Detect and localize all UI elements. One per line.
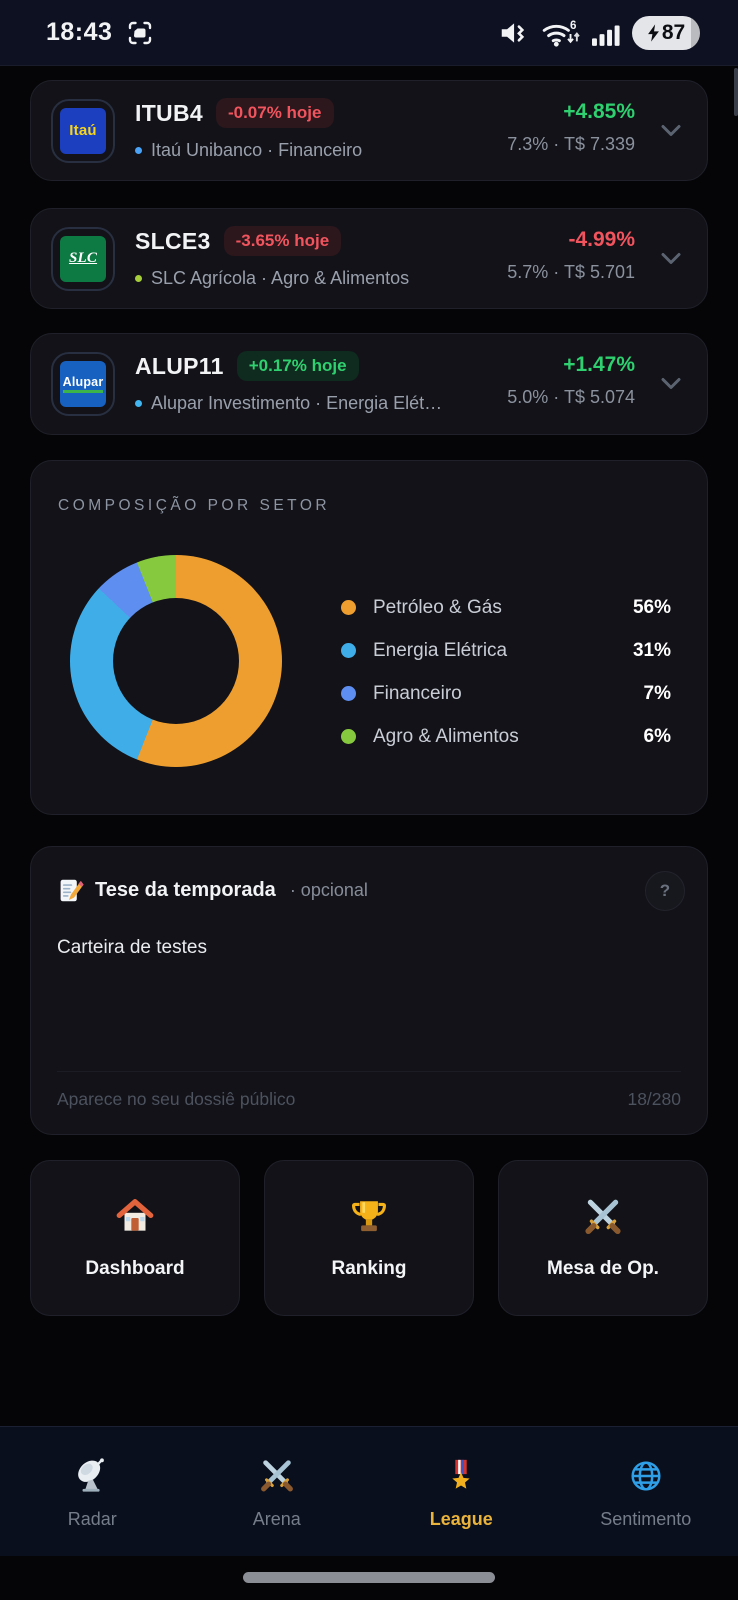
company-sector: Itaú Unibanco · Financeiro <box>151 140 363 160</box>
quick-actions: Dashboard Ranking <box>30 1160 708 1316</box>
position-change: +4.85% <box>563 100 635 123</box>
screen-capture-icon <box>129 21 152 44</box>
signal-bars-icon <box>592 24 620 46</box>
legend-value: 56% <box>632 596 671 618</box>
nav-label: Radar <box>67 1509 117 1529</box>
logo-text: Itaú <box>69 122 97 139</box>
thesis-footer-note: Aparece no seu dossiê público <box>57 1089 296 1109</box>
legend-value: 7% <box>643 682 671 704</box>
dashboard-button[interactable]: Dashboard <box>30 1160 240 1316</box>
bottom-navigation: Radar Arena League <box>0 1426 738 1556</box>
divider <box>57 1071 681 1072</box>
legend-value: 31% <box>632 639 671 661</box>
ticker-logo-frame: Alupar <box>51 352 115 416</box>
action-label: Ranking <box>331 1258 407 1279</box>
gesture-handle[interactable] <box>243 1572 495 1583</box>
mute-vibrate-icon <box>501 22 525 43</box>
thesis-title: Tese da temporada <box>95 879 276 901</box>
battery-indicator: 87 <box>632 15 700 50</box>
legend-label: Agro & Alimentos <box>373 725 519 747</box>
legend-dot <box>341 729 356 744</box>
chart-legend: Petróleo & Gás 56% Energia Elétrica 31% … <box>341 586 671 758</box>
legend-dot <box>341 600 356 615</box>
ticker-logo: SLC <box>60 235 106 282</box>
nav-label: League <box>429 1509 493 1529</box>
satellite-dish-icon <box>78 1458 105 1492</box>
ticker-symbol: SLCE3 <box>135 227 211 254</box>
position-card[interactable]: Alupar ALUP11 +0.17% hoje Alupar Investi… <box>30 333 708 435</box>
sector-bullet <box>135 275 142 282</box>
thesis-input[interactable]: Carteira de testes <box>57 937 207 958</box>
today-change-badge: -0.07% hoje <box>215 98 334 128</box>
nav-item-league[interactable]: League <box>369 1453 554 1530</box>
clock: 18:43 <box>46 18 113 46</box>
nav-item-arena[interactable]: Arena <box>185 1453 370 1530</box>
battery-percent: 87 <box>661 20 686 44</box>
section-title: COMPOSIÇÃO POR SETOR <box>58 497 331 514</box>
legend-label: Petróleo & Gás <box>373 596 502 618</box>
sector-bullet <box>135 400 142 407</box>
chevron-down-icon[interactable] <box>661 252 681 265</box>
today-change-badge: +0.17% hoje <box>236 351 359 381</box>
trophy-icon <box>351 1201 387 1232</box>
weight-and-price: 5.0% · T$ 5.074 <box>507 387 635 407</box>
logo-text: SLC <box>68 250 98 266</box>
legend-row: Energia Elétrica 31% <box>341 629 671 672</box>
nav-item-sentimento[interactable]: Sentimento <box>554 1453 738 1530</box>
position-change: -4.99% <box>568 228 635 251</box>
nav-label: Sentimento <box>600 1509 692 1529</box>
sector-bullet <box>135 147 142 154</box>
company-sector: Alupar Investimento · Energia Elét… <box>151 393 443 413</box>
ticker-logo-frame: SLC <box>51 226 115 291</box>
legend-dot <box>341 643 356 658</box>
position-card[interactable]: Itaú ITUB4 -0.07% hoje Itaú Unibanco · F… <box>30 80 708 181</box>
status-bar: 18:43 6 <box>0 0 738 66</box>
legend-row: Petróleo & Gás 56% <box>341 586 671 629</box>
legend-label: Energia Elétrica <box>373 639 508 661</box>
globe-icon <box>631 1461 661 1491</box>
ticker-logo: Itaú <box>60 107 106 154</box>
legend-value: 6% <box>643 725 671 747</box>
military-medal-icon <box>452 1459 470 1489</box>
legend-label: Financeiro <box>373 682 462 704</box>
optional-label: · opcional <box>289 880 368 900</box>
position-change: +1.47% <box>563 353 635 376</box>
memo-icon <box>60 879 84 902</box>
weight-and-price: 7.3% · T$ 7.339 <box>507 134 635 154</box>
nav-label: Arena <box>252 1509 301 1529</box>
chevron-down-icon[interactable] <box>661 378 681 391</box>
scrollbar-thumb[interactable] <box>734 68 738 116</box>
season-thesis-card: Tese da temporada · opcional ? Carteira … <box>30 846 708 1135</box>
legend-row: Agro & Alimentos 6% <box>341 715 671 758</box>
action-label: Mesa de Op. <box>547 1258 659 1279</box>
trading-desk-button[interactable]: Mesa de Op. <box>498 1160 708 1316</box>
logo-text: Alupar <box>62 375 104 393</box>
crossed-swords-icon <box>585 1199 621 1235</box>
today-change-badge: -3.65% hoje <box>223 226 342 256</box>
ticker-logo-frame: Itaú <box>51 98 115 163</box>
crossed-swords-icon <box>260 1460 293 1492</box>
weight-and-price: 5.7% · T$ 5.701 <box>507 262 635 282</box>
company-sector: SLC Agrícola · Agro & Alimentos <box>151 268 410 288</box>
svg-text:6: 6 <box>570 19 577 31</box>
chevron-down-icon[interactable] <box>661 124 681 137</box>
wifi-6-icon: 6 <box>542 19 580 47</box>
char-counter: 18/280 <box>627 1089 681 1109</box>
battery-level-cap <box>691 15 700 50</box>
legend-row: Financeiro 7% <box>341 672 671 715</box>
sector-composition-card: COMPOSIÇÃO POR SETOR Petróleo & Gás 56% … <box>30 460 708 815</box>
ticker-symbol: ITUB4 <box>135 99 203 126</box>
nav-item-radar[interactable]: Radar <box>0 1453 185 1530</box>
position-card[interactable]: SLC SLCE3 -3.65% hoje SLC Agrícola · Agr… <box>30 208 708 309</box>
help-button[interactable]: ? <box>645 871 685 911</box>
ranking-button[interactable]: Ranking <box>264 1160 474 1316</box>
ticker-symbol: ALUP11 <box>135 352 224 379</box>
charging-bolt-icon <box>647 23 659 42</box>
donut-chart <box>70 555 282 767</box>
house-icon <box>116 1199 154 1231</box>
action-label: Dashboard <box>85 1258 185 1279</box>
ticker-logo: Alupar <box>60 361 106 407</box>
legend-dot <box>341 686 356 701</box>
